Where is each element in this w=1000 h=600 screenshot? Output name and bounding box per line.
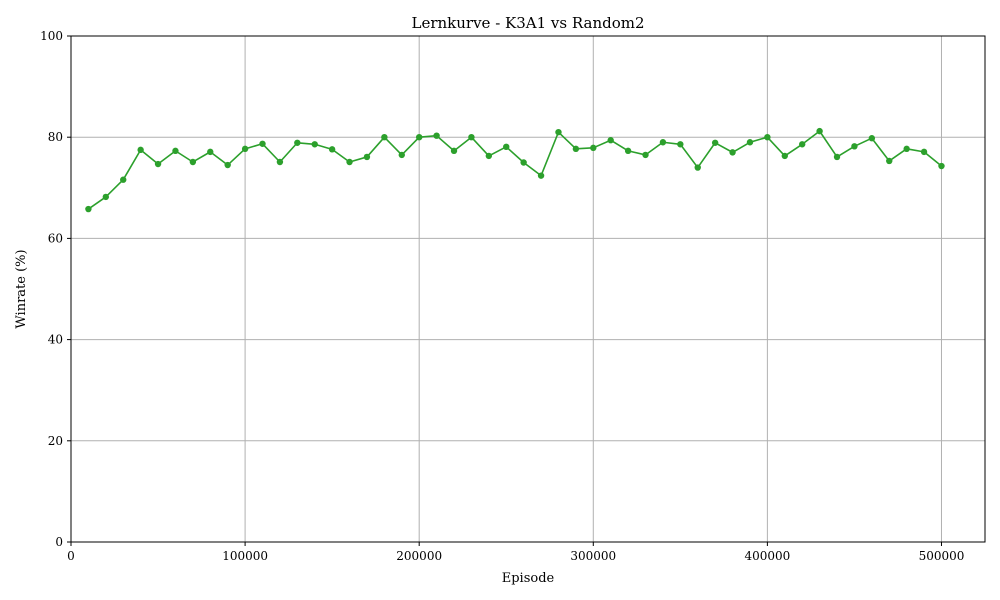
winrate-data-point bbox=[537, 172, 545, 179]
winrate-data-point bbox=[154, 160, 162, 168]
winrate-data-point bbox=[677, 141, 684, 148]
y-tick-label: 40 bbox=[48, 333, 63, 347]
winrate-data-point bbox=[833, 153, 841, 161]
x-tick-label: 300000 bbox=[570, 549, 616, 563]
winrate-data-point bbox=[711, 139, 719, 146]
series-layer bbox=[85, 127, 945, 213]
x-tick-label: 100000 bbox=[222, 549, 268, 563]
winrate-data-point bbox=[503, 143, 510, 151]
winrate-data-point bbox=[642, 151, 649, 159]
winrate-data-point bbox=[624, 147, 632, 155]
axis-ticks: 0 100000 200000 300000 400000 500000 0 20 40 60 80… bbox=[40, 29, 964, 563]
winrate-data-point bbox=[328, 146, 336, 153]
x-tick-label: 500000 bbox=[919, 549, 965, 563]
winrate-series-line bbox=[87, 130, 942, 210]
winrate-data-point bbox=[137, 146, 144, 154]
winrate-data-point bbox=[120, 176, 127, 183]
winrate-data-point bbox=[172, 147, 179, 155]
winrate-data-point bbox=[85, 205, 92, 213]
winrate-data-point bbox=[764, 134, 771, 141]
winrate-data-point bbox=[694, 164, 701, 171]
x-tick-label: 0 bbox=[67, 549, 75, 563]
chart-title: Lernkurve - K3A1 vs Random2 bbox=[411, 14, 644, 32]
winrate-data-point bbox=[607, 137, 614, 144]
y-tick-label: 60 bbox=[48, 231, 63, 245]
winrate-data-point bbox=[276, 158, 284, 166]
winrate-data-point bbox=[868, 135, 876, 142]
winrate-data-point bbox=[886, 157, 893, 165]
winrate-data-point bbox=[659, 139, 667, 146]
winrate-data-point bbox=[590, 144, 597, 152]
winrate-data-point bbox=[102, 193, 110, 201]
winrate-data-point bbox=[781, 152, 788, 160]
winrate-data-point bbox=[729, 149, 736, 156]
winrate-data-point bbox=[241, 145, 249, 153]
axes-frame bbox=[70, 35, 986, 543]
winrate-data-point bbox=[572, 145, 580, 153]
winrate-data-point bbox=[920, 148, 928, 156]
winrate-data-point bbox=[346, 158, 353, 166]
winrate-data-point bbox=[520, 159, 527, 166]
winrate-data-point bbox=[398, 151, 405, 159]
winrate-data-point bbox=[816, 127, 823, 135]
y-tick-label: 20 bbox=[48, 434, 63, 448]
winrate-data-point bbox=[555, 128, 562, 136]
winrate-data-point bbox=[381, 134, 388, 141]
y-tick-label: 100 bbox=[40, 29, 63, 43]
x-tick-label: 400000 bbox=[744, 549, 790, 563]
winrate-data-point bbox=[207, 148, 214, 156]
winrate-data-point bbox=[468, 134, 475, 141]
winrate-data-point bbox=[485, 152, 493, 160]
winrate-data-point bbox=[450, 147, 458, 155]
winrate-data-point bbox=[433, 132, 440, 139]
y-axis-label: Winrate (%) bbox=[14, 249, 29, 328]
x-tick-label: 200000 bbox=[396, 549, 442, 563]
winrate-data-point bbox=[363, 153, 371, 161]
winrate-data-point bbox=[189, 158, 197, 166]
winrate-data-point bbox=[415, 134, 423, 141]
y-tick-label: 0 bbox=[55, 535, 63, 549]
winrate-data-point bbox=[903, 145, 910, 153]
winrate-data-point bbox=[311, 141, 318, 148]
winrate-data-point bbox=[851, 143, 858, 150]
x-axis-label: Episode bbox=[502, 571, 555, 586]
winrate-data-point bbox=[799, 141, 806, 148]
winrate-data-point bbox=[746, 139, 754, 146]
winrate-data-point bbox=[938, 162, 945, 170]
winrate-data-point bbox=[259, 140, 266, 147]
winrate-data-point bbox=[224, 161, 231, 169]
winrate-data-point bbox=[294, 139, 301, 146]
y-tick-label: 80 bbox=[48, 130, 63, 144]
